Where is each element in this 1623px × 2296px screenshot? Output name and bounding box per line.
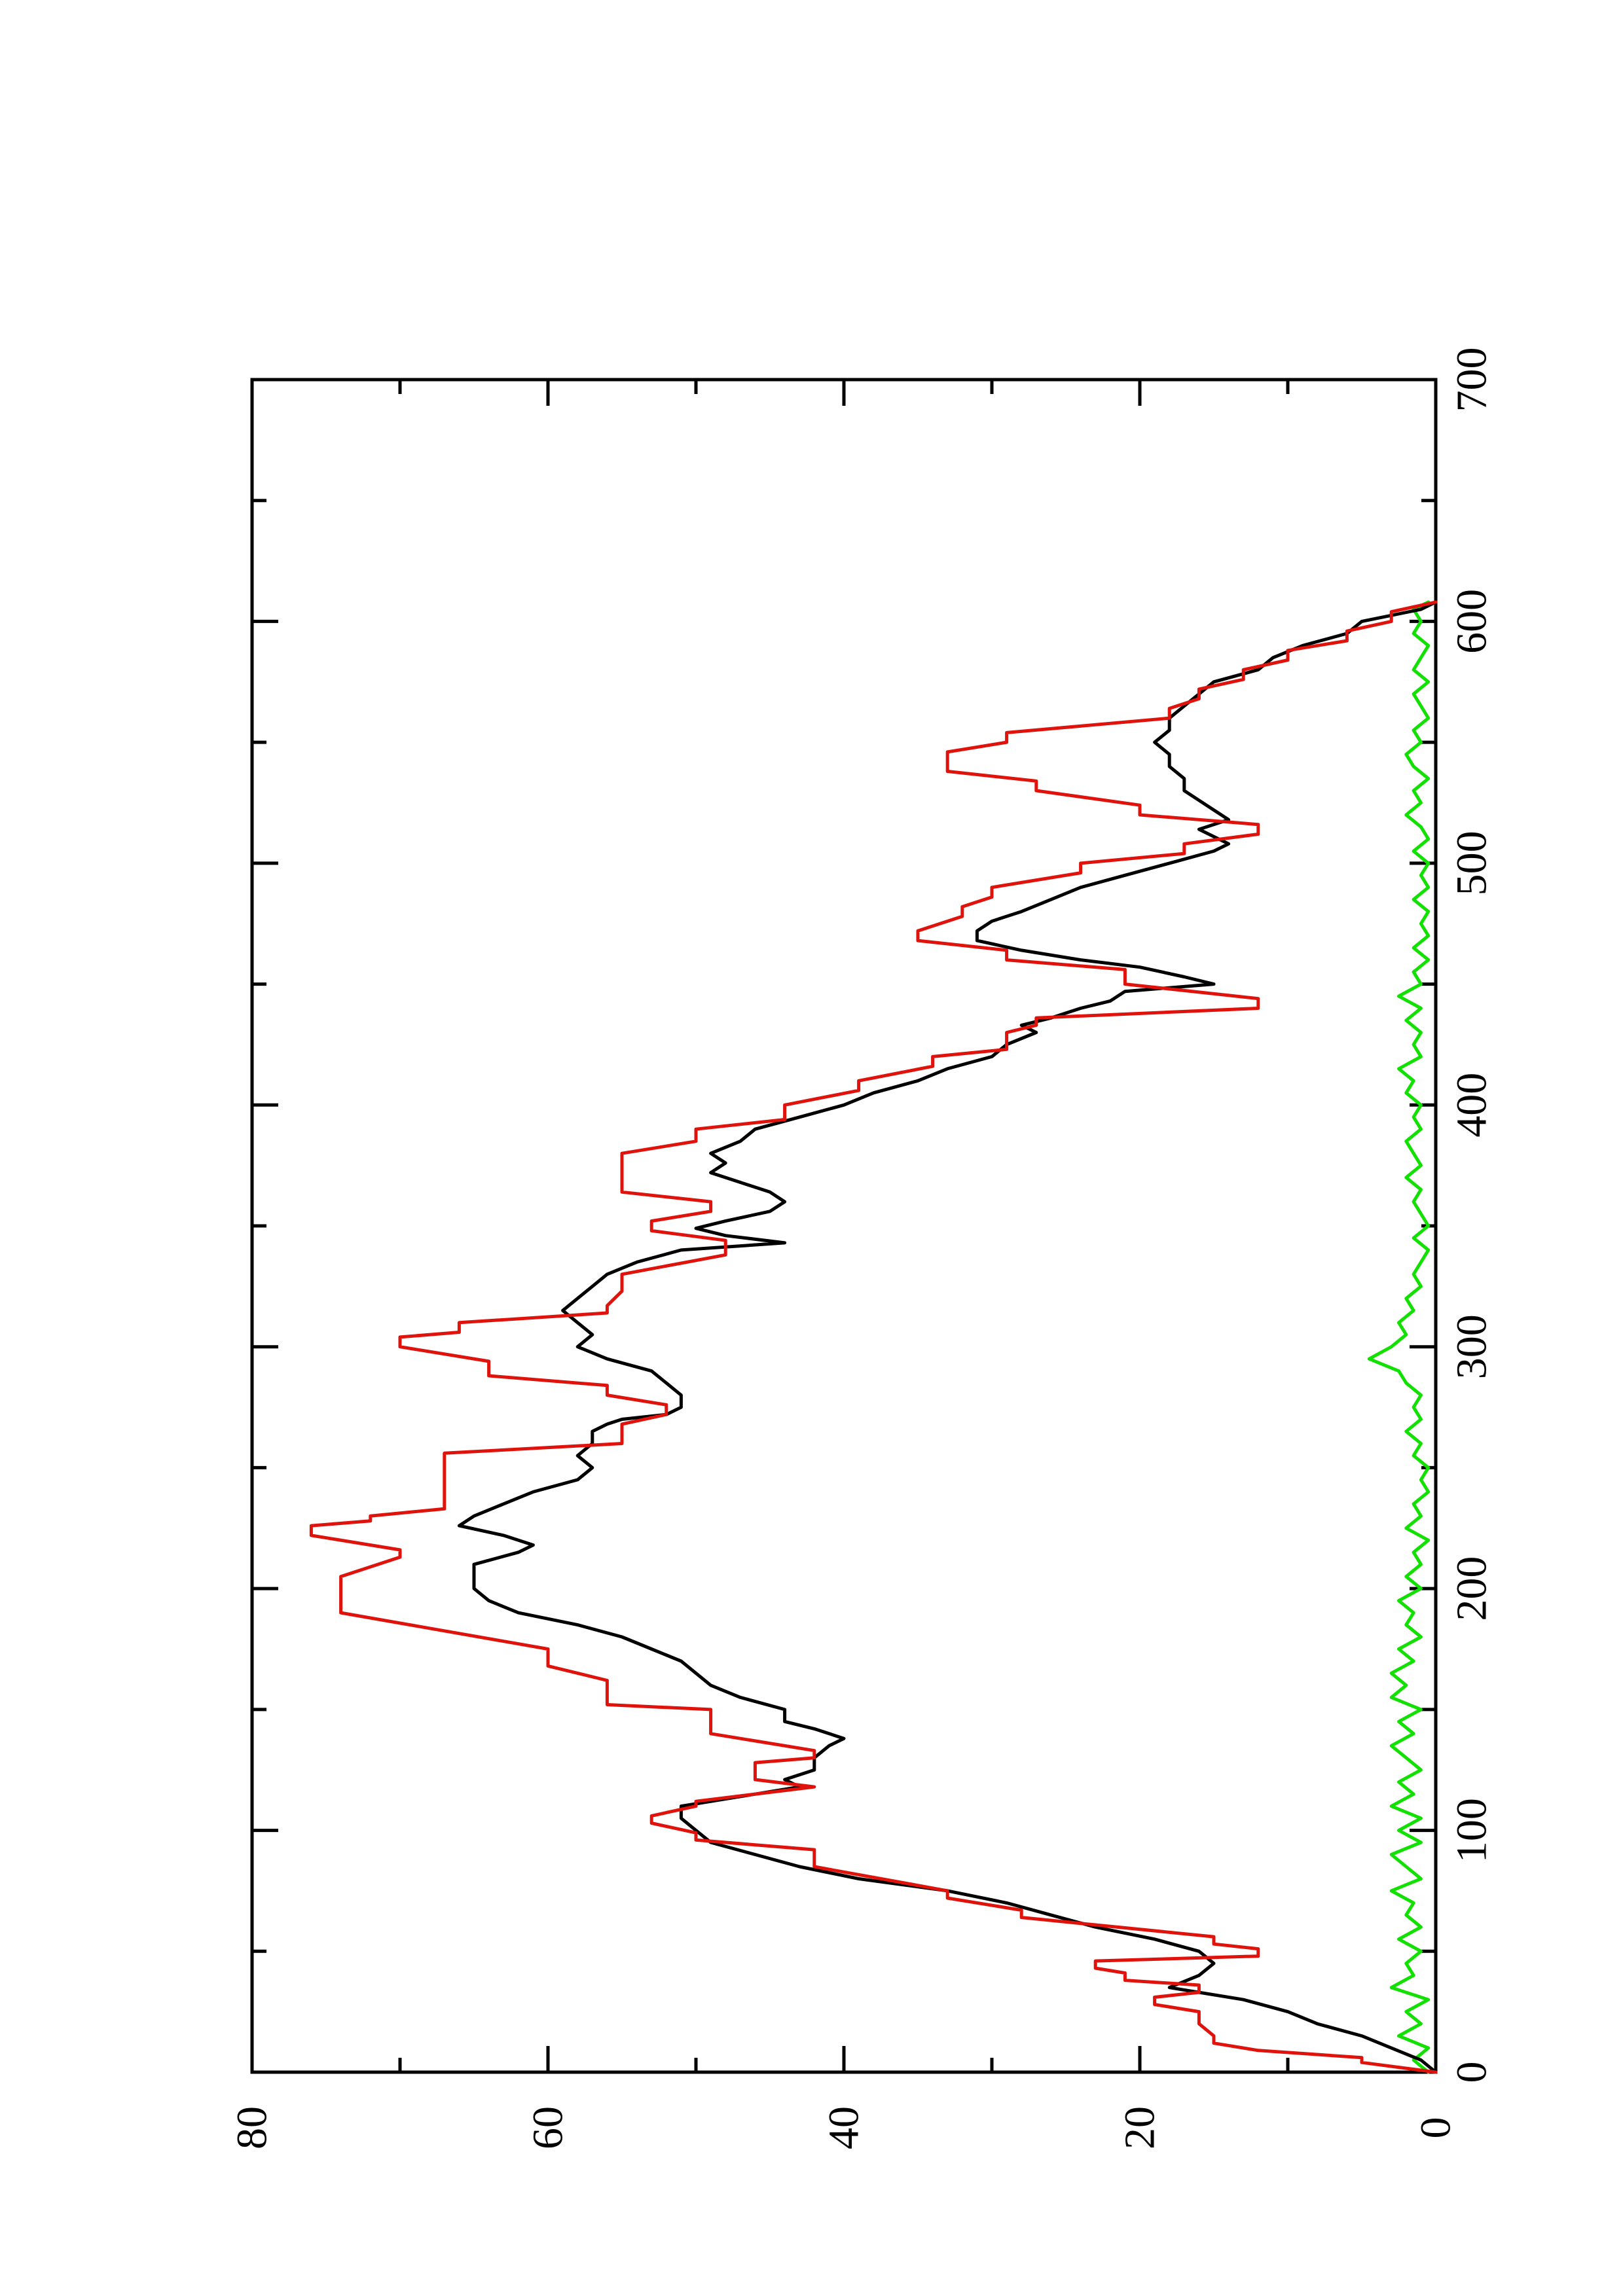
series-green-line — [1367, 600, 1431, 2074]
y-tick-label: 60 — [524, 2106, 572, 2149]
plot-frame — [250, 378, 1438, 2074]
y-tick-label: 0 — [1412, 2117, 1460, 2139]
series-red-line — [309, 600, 1438, 2074]
y-tick-label: 40 — [820, 2106, 868, 2149]
x-tick-label: 200 — [1448, 1556, 1496, 1621]
x-tick-label: 300 — [1448, 1314, 1496, 1379]
y-tick-label: 20 — [1116, 2106, 1164, 2149]
x-tick-label: 600 — [1448, 589, 1496, 654]
series-black-line — [457, 600, 1438, 2074]
x-tick-label: 0 — [1448, 2062, 1496, 2083]
y-tick-label: 80 — [228, 2106, 276, 2149]
plot-area: 0 100 200 300 400 500 600 700 0 20 40 60 80 — [228, 348, 1496, 2150]
x-tick-label: 500 — [1448, 831, 1496, 895]
x-tick-label: 700 — [1448, 348, 1496, 412]
x-tick-label: 100 — [1448, 1798, 1496, 1863]
x-tick-label: 400 — [1448, 1073, 1496, 1138]
